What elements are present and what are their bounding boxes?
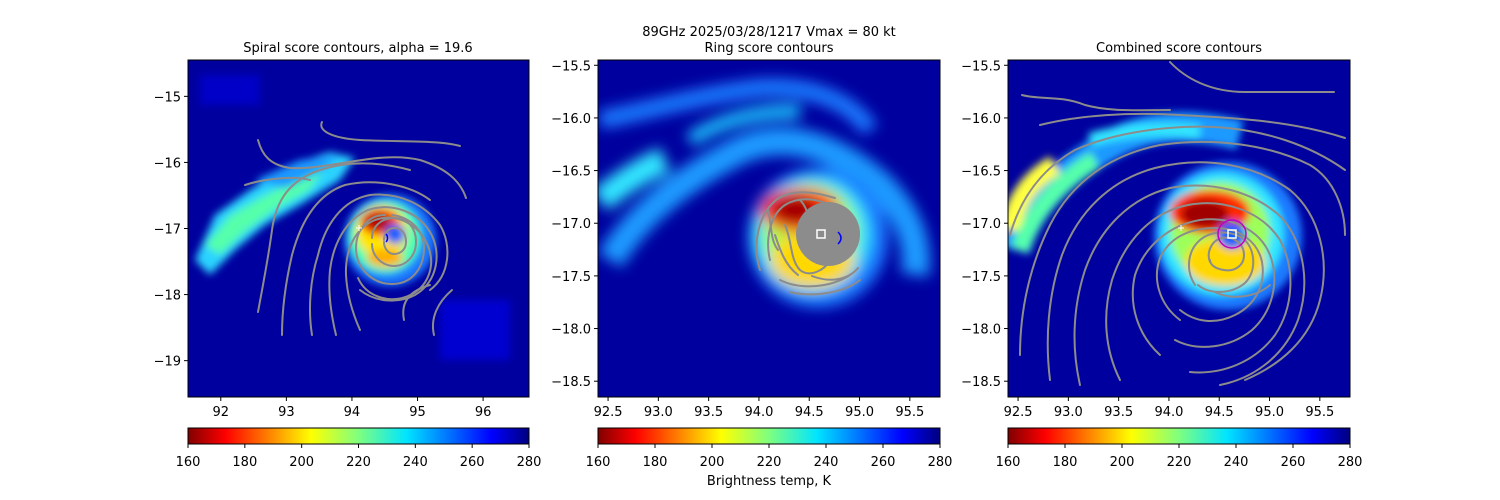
y-tick-label: −17 — [154, 223, 181, 238]
panel-title: Spiral score contours, alpha = 19.6 — [243, 41, 472, 56]
colorbar-tick-label: 260 — [460, 455, 485, 470]
colorbar-tick-label: 280 — [517, 455, 542, 470]
y-tick-label: −15.5 — [961, 59, 1001, 74]
axis-ticks: 92 93 94 95 96 −15 −16 −17 −18 −19 — [154, 90, 492, 420]
x-tick-label: 94 — [344, 405, 361, 420]
panel-title: Ring score contours — [704, 41, 833, 56]
x-tick-label: 94.0 — [744, 405, 773, 420]
brightness-heatmap — [598, 60, 940, 397]
x-tick-label: 92 — [213, 405, 230, 420]
x-tick-label: 95.0 — [1255, 405, 1284, 420]
colorbar-tick-label: 200 — [1110, 455, 1135, 470]
colorbar-tick-label: 180 — [232, 455, 257, 470]
score-contours — [755, 191, 861, 296]
x-tick-label: 94.0 — [1154, 405, 1183, 420]
colorbar-2: 160 180 200 220 240 260 280 Brightness temp, K — [586, 427, 953, 489]
colorbar-3: 160 180 200 220 240 260 280 — [996, 427, 1363, 470]
y-tick-label: −17.0 — [551, 217, 591, 232]
colorbar-tick-label: 260 — [871, 455, 896, 470]
x-tick-label: 93 — [278, 405, 295, 420]
colorbar-1: 160 180 200 220 240 260 280 — [176, 427, 542, 470]
colorbar-tick-label: 180 — [1053, 455, 1078, 470]
y-tick-label: −16.5 — [551, 165, 591, 180]
x-tick-label: 95 — [409, 405, 426, 420]
colorbar-tick-label: 260 — [1281, 455, 1306, 470]
panel-spiral: Spiral score contours, alpha = 19.6 — [154, 41, 530, 420]
axis-ticks: 92.5 93.0 93.5 94.0 94.5 95.0 95.5 −15.5 −16.0 −1… — [961, 59, 1334, 420]
x-tick-label: 94.5 — [795, 405, 824, 420]
y-tick-label: −16.0 — [961, 112, 1001, 127]
colorbar-label: Brightness temp, K — [707, 474, 832, 489]
x-tick-label: 94.5 — [1205, 405, 1234, 420]
y-tick-label: −17.5 — [551, 270, 591, 285]
colorbar-tick-label: 220 — [1167, 455, 1192, 470]
x-tick-label: 93.0 — [1054, 405, 1083, 420]
brightness-heatmap — [1008, 60, 1350, 397]
brightness-heatmap — [188, 60, 529, 397]
center-marker — [816, 229, 826, 239]
x-tick-label: 92.5 — [594, 405, 623, 420]
y-tick-label: −18 — [154, 289, 181, 304]
x-tick-label: 96 — [475, 405, 492, 420]
x-tick-label: 95.5 — [1305, 405, 1334, 420]
center-marker — [1227, 229, 1237, 239]
colorbar-tick-label: 280 — [928, 455, 953, 470]
center-marker — [356, 225, 362, 231]
y-tick-label: −18.5 — [961, 375, 1001, 390]
colorbar-tick-label: 220 — [346, 455, 371, 470]
y-tick-label: −19 — [154, 355, 181, 370]
x-tick-label: 93.5 — [1104, 405, 1133, 420]
colorbar-tick-label: 280 — [1338, 455, 1363, 470]
x-tick-label: 93.0 — [644, 405, 673, 420]
x-tick-label: 95.5 — [895, 405, 924, 420]
y-tick-label: −16.0 — [551, 112, 591, 127]
score-contours — [1009, 61, 1346, 386]
y-tick-label: −16.5 — [961, 165, 1001, 180]
axis-ticks: 92.5 93.0 93.5 94.0 94.5 95.0 95.5 −15.5 −16.0 −1… — [551, 59, 924, 420]
x-tick-label: 95.0 — [845, 405, 874, 420]
colorbar-tick-label: 200 — [700, 455, 725, 470]
x-tick-label: 92.5 — [1004, 405, 1033, 420]
score-contours — [244, 121, 467, 336]
panel-title: Combined score contours — [1096, 41, 1262, 56]
y-tick-label: −15.5 — [551, 59, 591, 74]
colorbar-tick-label: 200 — [289, 455, 314, 470]
figure-suptitle: 89GHz 2025/03/28/1217 Vmax = 80 kt — [642, 25, 896, 40]
colorbar-tick-label: 240 — [1224, 455, 1249, 470]
y-tick-label: −17.5 — [961, 270, 1001, 285]
colorbar-tick-label: 240 — [403, 455, 428, 470]
y-tick-label: −16 — [154, 156, 181, 171]
colorbar-tick-label: 220 — [757, 455, 782, 470]
x-tick-label: 93.5 — [694, 405, 723, 420]
y-tick-label: −15 — [154, 90, 181, 105]
colorbar-tick-label: 160 — [996, 455, 1021, 470]
y-tick-label: −18.0 — [961, 323, 1001, 338]
colorbar-tick-label: 160 — [176, 455, 201, 470]
y-tick-label: −17.0 — [961, 217, 1001, 232]
panel-combined: Combined score contours — [961, 41, 1351, 420]
colorbar-tick-label: 160 — [586, 455, 611, 470]
y-tick-label: −18.5 — [551, 375, 591, 390]
panel-ring: Ring score contours — [551, 41, 941, 420]
colorbar-tick-label: 180 — [643, 455, 668, 470]
y-tick-label: −18.0 — [551, 323, 591, 338]
colorbar-tick-label: 240 — [814, 455, 839, 470]
